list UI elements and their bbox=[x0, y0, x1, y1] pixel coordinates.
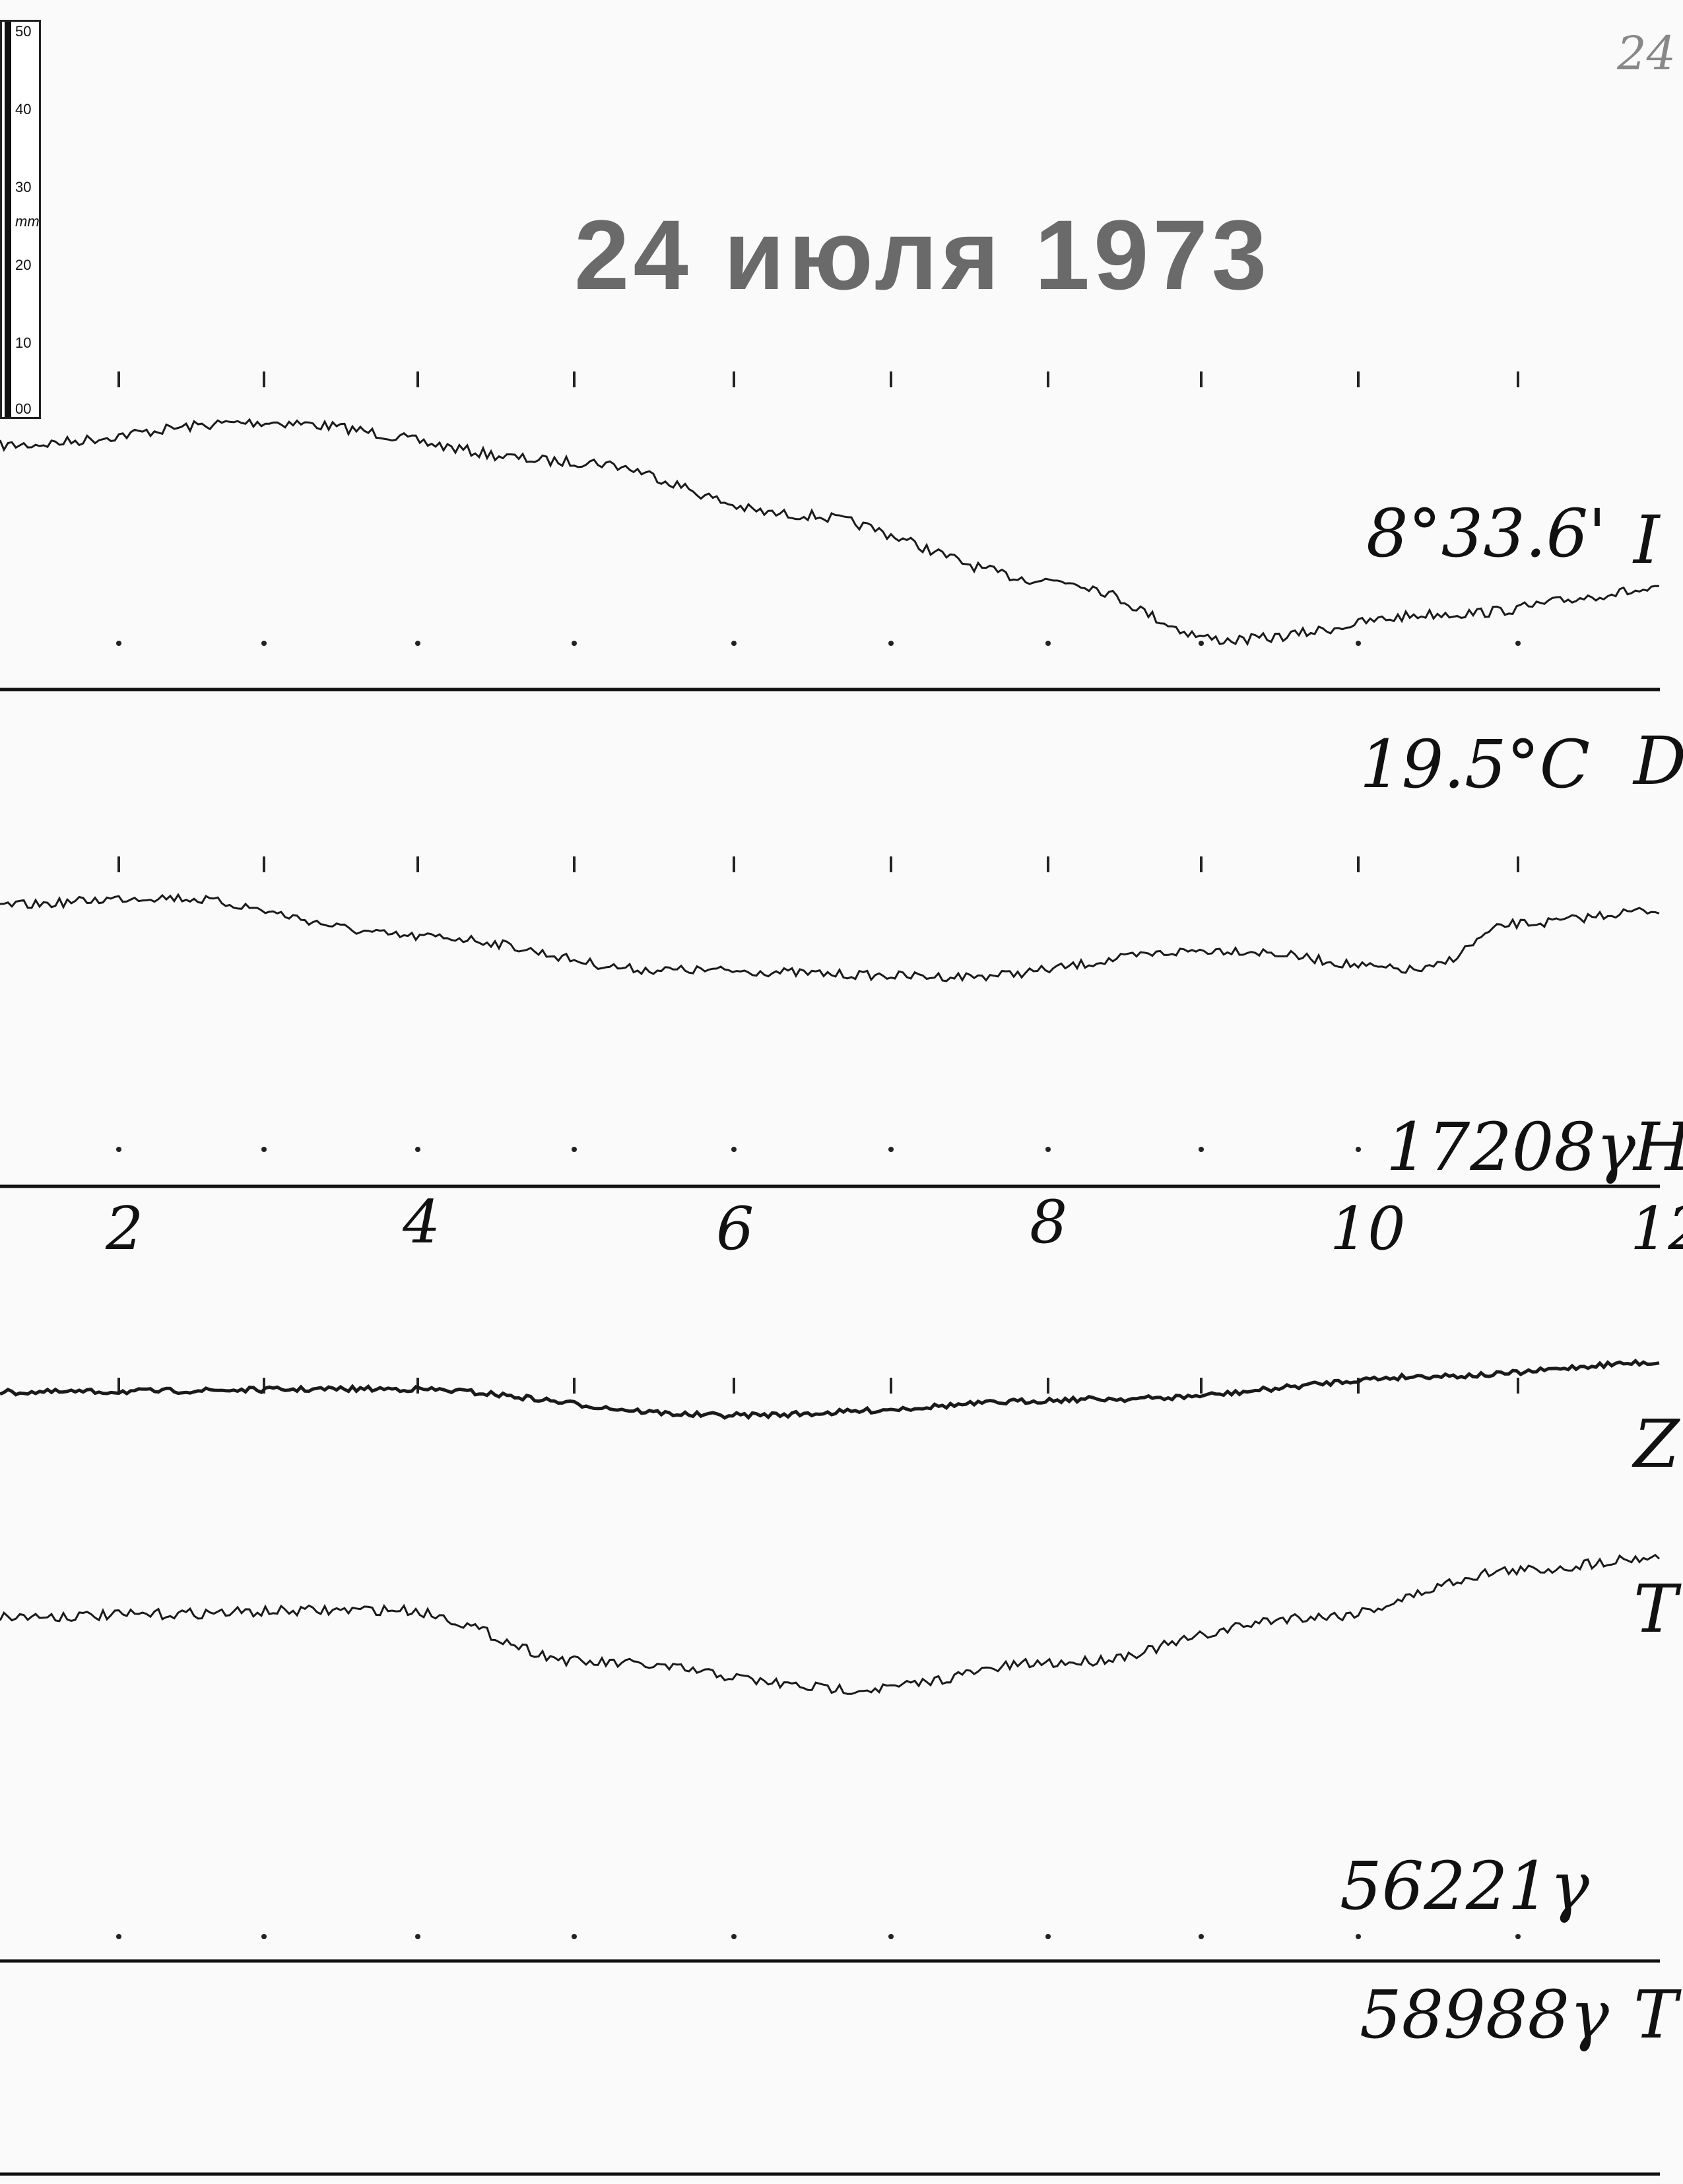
hour-tick bbox=[572, 641, 577, 646]
h-baseline-label: 17208γ bbox=[1386, 1108, 1635, 1186]
t-baseline-label: 58988γ bbox=[1360, 1976, 1609, 2053]
date-stamp: 24 июля 1973 bbox=[574, 199, 1271, 310]
edge-letter: T bbox=[1634, 1976, 1678, 2053]
hour-tick bbox=[1515, 1147, 1521, 1152]
d-baseline-label: 8°33.6' bbox=[1366, 495, 1606, 572]
hour-tick bbox=[888, 641, 894, 646]
hour-tick bbox=[116, 1934, 121, 1939]
hour-tick bbox=[1356, 1934, 1361, 1939]
hour-tick bbox=[1356, 641, 1361, 646]
ruler-bar bbox=[5, 22, 11, 417]
hour-label: 6 bbox=[716, 1194, 754, 1264]
mm-scale-ruler: 50 40 30 mm 20 10 00 bbox=[0, 20, 41, 419]
hour-tick bbox=[261, 1934, 267, 1939]
ruler-label: 00 bbox=[15, 401, 32, 417]
hour-tick bbox=[888, 1147, 894, 1152]
hour-tick bbox=[116, 641, 121, 646]
ruler-label: 30 bbox=[15, 179, 32, 195]
hour-label: 2 bbox=[106, 1194, 144, 1264]
hour-tick bbox=[888, 1934, 894, 1939]
declination-trace bbox=[0, 418, 1660, 647]
hour-label: 4 bbox=[403, 1188, 441, 1257]
hour-tick bbox=[1515, 1934, 1521, 1939]
hour-tick bbox=[415, 1147, 420, 1152]
hour-tick bbox=[1045, 1147, 1051, 1152]
edge-letter: H bbox=[1634, 1108, 1683, 1186]
hour-label: 8 bbox=[1030, 1188, 1068, 1257]
hour-tick bbox=[1356, 1147, 1361, 1152]
horizontal-trace bbox=[0, 893, 1660, 982]
hour-tick bbox=[1045, 641, 1051, 646]
hour-tick bbox=[731, 1934, 737, 1939]
z-baseline-label: 56221γ bbox=[1340, 1847, 1589, 1925]
hour-tick bbox=[731, 641, 737, 646]
hour-label: 10 bbox=[1330, 1194, 1406, 1264]
edge-letter: D bbox=[1634, 723, 1683, 800]
edge-letter: T bbox=[1634, 1570, 1678, 1648]
ruler-label: 10 bbox=[15, 335, 32, 351]
edge-letter: I bbox=[1634, 501, 1660, 579]
hour-tick bbox=[415, 1934, 420, 1939]
hour-tick bbox=[1515, 641, 1521, 646]
hour-tick bbox=[1045, 1934, 1051, 1939]
hour-tick bbox=[572, 1147, 577, 1152]
hour-tick bbox=[1199, 1934, 1204, 1939]
hour-tick bbox=[572, 1934, 577, 1939]
hour-tick bbox=[116, 1147, 121, 1152]
hour-tick bbox=[1199, 1147, 1204, 1152]
temperature-label: 19.5°C bbox=[1360, 726, 1591, 803]
hour-tick bbox=[415, 641, 420, 646]
ruler-label: 50 bbox=[15, 23, 32, 40]
hour-tick bbox=[261, 641, 267, 646]
page-number: 24 bbox=[1617, 26, 1676, 80]
ruler-label: 20 bbox=[15, 257, 32, 273]
vertical-trace bbox=[0, 1358, 1660, 1421]
hour-tick bbox=[1199, 641, 1204, 646]
hour-tick bbox=[261, 1147, 267, 1152]
total-field-trace bbox=[0, 1553, 1661, 1695]
ruler-label: 40 bbox=[15, 101, 32, 117]
hour-tick bbox=[731, 1147, 737, 1152]
edge-letter: Z bbox=[1634, 1405, 1680, 1483]
hour-label: 12 bbox=[1630, 1194, 1683, 1264]
ruler-unit: mm bbox=[15, 213, 40, 230]
